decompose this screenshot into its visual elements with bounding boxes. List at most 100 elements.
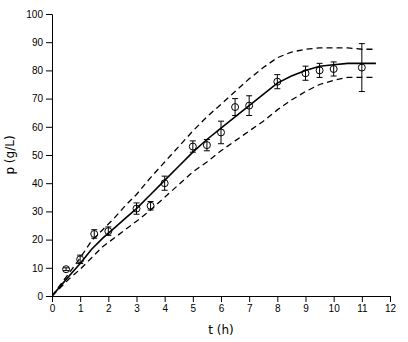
error-bar: [190, 141, 196, 152]
tick: 70: [32, 93, 52, 104]
tick-mark: [306, 296, 307, 302]
tick-label: 12: [385, 303, 397, 314]
error-bar: [246, 96, 252, 116]
tick-mark: [46, 127, 52, 128]
tick-mark: [80, 296, 81, 302]
tick-mark: [46, 240, 52, 241]
tick-mark: [46, 211, 52, 212]
chart: 01234567891011120102030405060708090100t …: [0, 0, 408, 342]
tick: 9: [303, 296, 309, 314]
tick: 100: [26, 9, 52, 20]
tick: 60: [32, 122, 52, 133]
tick-mark: [108, 296, 109, 302]
error-bar: [162, 176, 168, 190]
tick: 3: [134, 296, 140, 314]
tick-label: 3: [134, 303, 140, 314]
tick-mark: [46, 42, 52, 43]
point: [218, 129, 225, 136]
tick: 1: [78, 296, 84, 314]
point: [91, 230, 98, 237]
point: [105, 228, 112, 235]
dashed-line: [52, 48, 376, 296]
error-bar: [105, 227, 111, 235]
point: [316, 67, 323, 74]
tick-label: 5: [191, 303, 197, 314]
point: [77, 256, 84, 263]
tick-label: 70: [32, 93, 44, 104]
point: [358, 64, 365, 71]
tick: 0: [50, 296, 56, 314]
tick-label: 50: [32, 150, 44, 161]
tick-mark: [46, 183, 52, 184]
tick-label: 6: [219, 303, 225, 314]
error-bar: [91, 230, 97, 238]
point: [147, 202, 154, 209]
point: [161, 180, 168, 187]
tick: 4: [162, 296, 168, 314]
tick-mark: [46, 99, 52, 100]
tick-mark: [46, 14, 52, 15]
tick-mark: [221, 296, 222, 302]
tick: 2: [106, 296, 112, 314]
error-bar: [232, 99, 238, 116]
point: [133, 205, 140, 212]
error-bar: [77, 255, 83, 263]
tick-label: 20: [32, 234, 44, 245]
tick-label: 4: [162, 303, 168, 314]
tick-mark: [46, 268, 52, 269]
tick: 20: [32, 234, 52, 245]
tick-mark: [46, 155, 52, 156]
axis-line: [46, 15, 53, 297]
tick: 6: [219, 296, 225, 314]
tick: 7: [247, 296, 253, 314]
point: [189, 143, 196, 150]
error-bar: [218, 121, 224, 144]
tick-label: 1: [78, 303, 84, 314]
point: [232, 104, 239, 111]
tick-label: 8: [275, 303, 281, 314]
tick-mark: [193, 296, 194, 302]
tick: 90: [32, 37, 52, 48]
tick: 10: [32, 263, 52, 274]
x-axis: 0123456789101112: [50, 296, 397, 314]
error-bar: [303, 66, 309, 80]
error-bar: [204, 139, 210, 150]
error-bar: [134, 203, 140, 214]
tick: 40: [32, 178, 52, 189]
tick-label: 11: [357, 303, 368, 314]
tick: 50: [32, 150, 52, 161]
tick-label: 10: [329, 303, 341, 314]
tick-mark: [46, 296, 52, 297]
error-bar: [331, 62, 337, 76]
x-axis-title: t (h): [208, 323, 234, 337]
tick-label: 10: [32, 263, 44, 274]
tick-label: 2: [106, 303, 112, 314]
point: [330, 65, 337, 72]
error-bar: [148, 202, 154, 210]
y-axis: 0102030405060708090100: [26, 9, 52, 302]
tick-mark: [277, 296, 278, 302]
axis-line: [53, 297, 391, 303]
dashed-line: [52, 77, 376, 296]
tick-mark: [46, 70, 52, 71]
tick-label: 40: [32, 178, 44, 189]
tick-mark: [334, 296, 335, 302]
error-bar: [359, 44, 365, 92]
error-bar: [317, 63, 323, 77]
scatter-series: [63, 44, 366, 273]
tick-label: 7: [247, 303, 253, 314]
point: [246, 102, 253, 109]
error-bar: [63, 268, 69, 271]
tick-mark: [165, 296, 166, 302]
tick-label: 100: [26, 9, 43, 20]
y-axis-title: p (g/L): [3, 135, 17, 174]
tick-label: 0: [50, 303, 56, 314]
tick: 12: [385, 296, 397, 314]
tick: 10: [329, 296, 341, 314]
tick: 30: [32, 206, 52, 217]
tick: 0: [37, 291, 52, 302]
tick-label: 90: [32, 37, 44, 48]
plot-area: 01234567891011120102030405060708090100: [26, 9, 396, 314]
tick-label: 9: [303, 303, 309, 314]
tick: 11: [357, 296, 368, 314]
